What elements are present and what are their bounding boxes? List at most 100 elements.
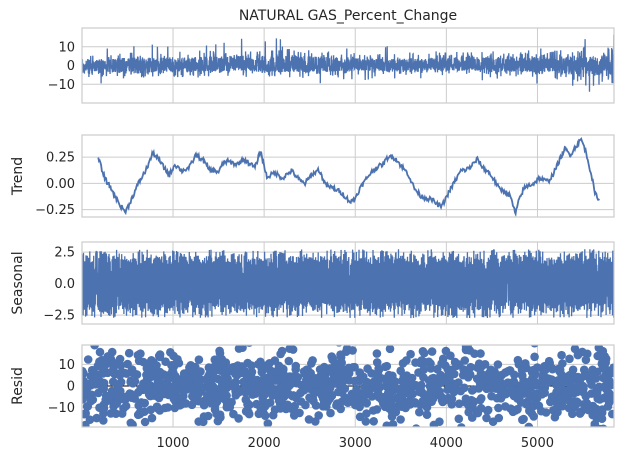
y-tick-label: 2.5 (54, 246, 75, 261)
y-tick-label: 0 (67, 380, 75, 395)
resid-point (130, 377, 140, 386)
resid-point (410, 398, 420, 407)
resid-point (461, 345, 471, 351)
resid-point (405, 381, 414, 390)
resid-point (477, 394, 486, 403)
resid-point (258, 380, 268, 390)
resid-point (530, 345, 539, 348)
resid-point (467, 386, 477, 395)
resid-point (147, 413, 157, 423)
resid-point (205, 379, 215, 389)
resid-point (459, 365, 468, 374)
resid-point (99, 365, 108, 375)
y-tick-label: 0.00 (46, 177, 75, 192)
resid-point (90, 345, 99, 350)
x-tick-label: 3000 (339, 436, 372, 451)
resid-point (488, 417, 498, 427)
resid-point (270, 367, 280, 377)
resid-point (154, 351, 164, 361)
resid-point (241, 407, 251, 416)
resid-point (290, 408, 299, 418)
resid-point (283, 389, 293, 399)
resid-point (530, 398, 540, 408)
resid-point (169, 351, 178, 361)
resid-point (465, 370, 475, 379)
resid-point (573, 350, 583, 360)
resid-point (348, 346, 357, 355)
resid-point (279, 369, 288, 379)
resid-point (605, 390, 614, 399)
resid-point (569, 320, 578, 329)
x-tick-label: 1000 (156, 436, 189, 451)
resid-point (547, 375, 556, 384)
resid-point (247, 361, 256, 370)
resid-point (591, 374, 601, 383)
resid-point (427, 374, 437, 383)
resid-point (83, 355, 93, 364)
resid-point (126, 418, 136, 427)
resid-point (288, 372, 297, 382)
resid-point (518, 371, 527, 381)
resid-point (427, 397, 437, 407)
resid-point (521, 377, 531, 387)
resid-point (161, 384, 170, 394)
resid-point (559, 428, 568, 437)
resid-point (516, 398, 526, 407)
resid-point (460, 356, 470, 365)
resid-point (527, 409, 537, 418)
resid-point (194, 396, 204, 406)
resid-point (108, 388, 117, 397)
trend-line (97, 137, 600, 217)
resid-point (117, 409, 127, 418)
resid-point (311, 401, 321, 410)
resid-point (374, 364, 383, 374)
resid-point (412, 424, 421, 427)
resid-point (552, 387, 561, 397)
resid-point (372, 349, 382, 358)
resid-point (590, 419, 600, 427)
resid-point (265, 359, 274, 368)
resid-point (497, 370, 507, 380)
resid-point (145, 358, 155, 367)
y-tick-label: 0.25 (46, 151, 75, 166)
resid-point (573, 372, 583, 382)
resid-point (340, 384, 350, 393)
resid-point (238, 345, 247, 352)
resid-point (594, 345, 604, 353)
resid-point (86, 426, 89, 427)
resid-point (434, 377, 444, 386)
resid-point (211, 361, 220, 370)
resid-point (575, 409, 585, 418)
resid-point (317, 371, 327, 380)
resid-point (124, 348, 134, 358)
resid-point (474, 384, 484, 393)
resid-point (189, 383, 198, 393)
resid-point (82, 395, 87, 404)
resid-point (82, 420, 90, 427)
resid-point (355, 412, 365, 422)
resid-point (591, 412, 601, 422)
resid-point (143, 380, 153, 390)
resid-point (490, 367, 499, 377)
resid-point (384, 370, 394, 380)
resid-point (579, 365, 589, 375)
resid-point (418, 347, 428, 356)
resid-point (328, 354, 338, 363)
resid-point (326, 408, 335, 418)
resid-point (82, 369, 88, 378)
resid-point (194, 355, 204, 365)
resid-point (398, 359, 408, 368)
resid-point (99, 416, 108, 425)
resid-point (82, 386, 88, 396)
resid-point (598, 357, 607, 367)
resid-point (592, 388, 602, 398)
resid-point (427, 347, 437, 356)
resid-point (160, 403, 170, 413)
resid-point (109, 363, 118, 373)
resid-point (314, 411, 324, 420)
resid-point (380, 362, 390, 372)
resid-point (92, 413, 101, 423)
resid-point (360, 390, 369, 400)
resid-point (140, 417, 150, 427)
resid-point (222, 399, 232, 409)
